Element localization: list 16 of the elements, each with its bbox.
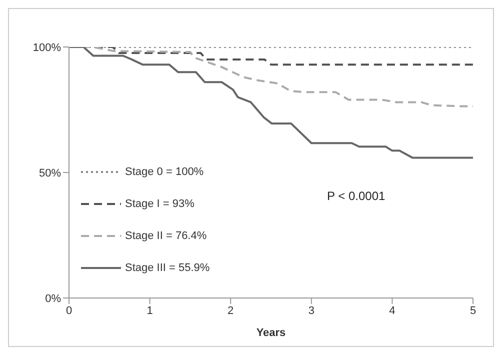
x-tick-label: 4: [389, 304, 396, 317]
y-tick-label: 50%: [38, 167, 62, 180]
annotation: P < 0.0001: [327, 189, 386, 203]
x-tick-label: 0: [66, 304, 72, 317]
x-tick-label: 2: [228, 304, 234, 317]
y-tick-label: 0%: [45, 292, 62, 305]
legend-label: Stage I = 93%: [125, 198, 194, 210]
x-tick-label: 5: [470, 304, 476, 317]
line-series: [69, 47, 473, 159]
legend-label: Stage 0 = 100%: [125, 166, 204, 178]
x-tick-label: 1: [146, 304, 153, 317]
x-tick-label: 3: [308, 304, 314, 317]
legend-label: Stage III = 55.9%: [125, 262, 210, 274]
legend-label: Stage II = 76.4%: [125, 230, 207, 242]
y-tick-label: 100%: [32, 42, 62, 54]
x-axis-title: Years: [256, 327, 286, 339]
